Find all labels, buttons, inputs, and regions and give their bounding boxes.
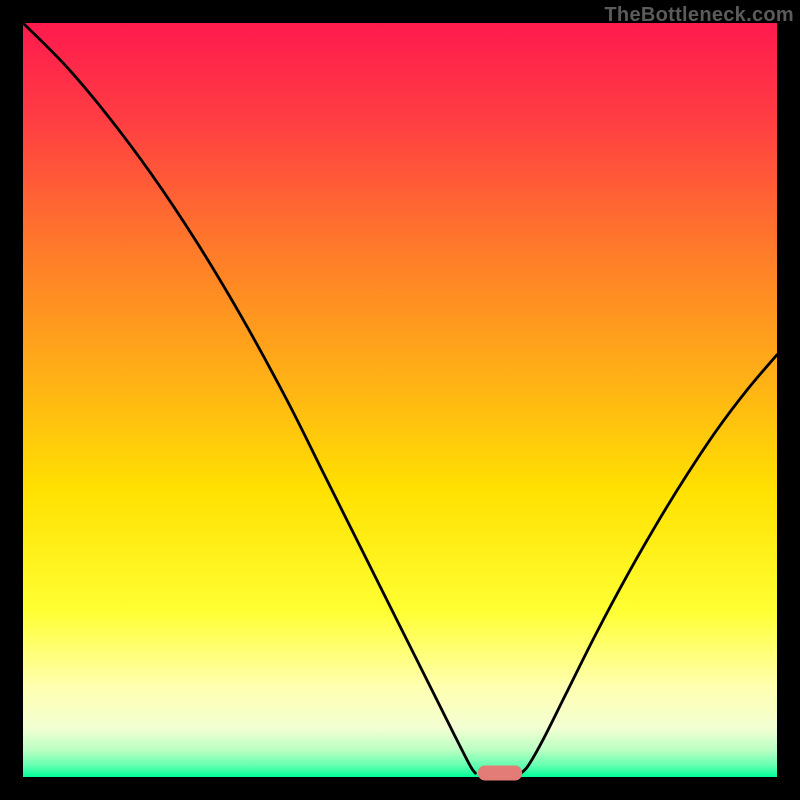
plot-area — [23, 23, 777, 777]
optimum-marker — [478, 766, 522, 781]
watermark-text: TheBottleneck.com — [604, 4, 794, 27]
bottleneck-curve — [23, 23, 777, 777]
chart-frame: TheBottleneck.com — [0, 0, 800, 800]
